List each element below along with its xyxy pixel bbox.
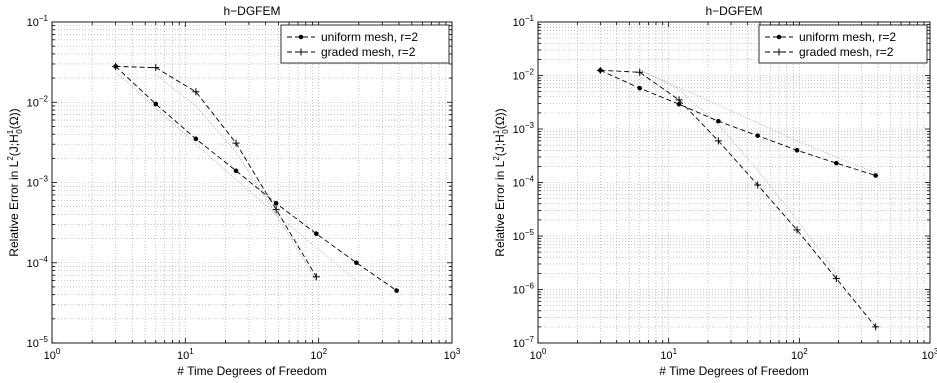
legend-box: [280, 24, 450, 64]
y-axis-label: Relative Error in L2(J;H10(Ω)): [6, 108, 24, 256]
tick-marks: [51, 22, 452, 344]
y-tick-label: 10−2: [27, 94, 49, 109]
data-point-dot: [637, 85, 642, 91]
data-point-dot: [233, 168, 239, 174]
x-tick-label: 102: [791, 347, 808, 362]
data-point-plus: [112, 62, 120, 70]
legend-box: [758, 24, 928, 64]
data-point-plus: [596, 66, 604, 74]
x-tick-label: 100: [44, 347, 61, 362]
data-point-plus: [793, 226, 801, 234]
data-point-dot: [676, 101, 682, 107]
x-tick-label: 103: [922, 347, 937, 362]
x-tick-label: 102: [310, 347, 327, 362]
y-tick-label: 10−6: [513, 282, 535, 297]
data-point-plus: [232, 139, 240, 147]
data-point-plus: [714, 137, 722, 145]
data-point-dot: [755, 133, 760, 138]
y-tick-label: 10−1: [27, 14, 49, 29]
data-point-plus: [192, 88, 200, 96]
data-point-dot: [716, 118, 721, 124]
series-graded: [596, 66, 880, 331]
data-point-plus: [872, 323, 880, 331]
y-tick-label: 10−4: [513, 175, 535, 190]
series-graded: [112, 62, 320, 281]
data-point-plus: [312, 273, 320, 281]
grid: [52, 22, 452, 343]
data-point-dot: [354, 260, 359, 266]
legend-marker-dot: [298, 34, 304, 40]
y-tick-label: 10−1: [513, 14, 535, 29]
x-tick-label: 101: [660, 347, 677, 362]
data-point-plus: [832, 275, 840, 283]
data-point-dot: [153, 101, 159, 107]
chart-title: h−DGFEM: [223, 4, 280, 18]
y-tick-label: 10−4: [27, 255, 49, 270]
grid: [538, 22, 930, 343]
legend-marker-plus: [775, 48, 783, 56]
series-line: [115, 65, 317, 277]
y-tick-label: 10−5: [513, 228, 535, 243]
chart-title: h−DGFEM: [705, 4, 762, 18]
data-point-dot: [394, 288, 399, 293]
data-point-dot: [193, 136, 199, 142]
y-tick-label: 10−7: [513, 335, 535, 350]
axes-frame: [51, 21, 453, 344]
series-line: [115, 66, 397, 291]
legend-label: graded mesh, r=2: [799, 45, 894, 59]
legend-label: uniform mesh, r=2: [799, 30, 896, 44]
data-point-dot: [794, 147, 800, 153]
x-axis-label: # Time Degrees of Freedom: [177, 364, 326, 378]
y-axis-label: Relative Error in L2(J;H10(Ω)): [492, 108, 510, 256]
series-line: [600, 69, 876, 176]
data-point-plus: [754, 181, 762, 189]
x-tick-label: 101: [177, 347, 194, 362]
reference-line: [639, 69, 876, 174]
series-line: [600, 69, 877, 328]
legend-label: graded mesh, r=2: [321, 45, 416, 59]
data-point-plus: [272, 206, 280, 214]
legend-marker-plus: [297, 48, 305, 56]
data-point-plus: [152, 64, 160, 72]
data-point-dot: [834, 160, 839, 166]
chart-panel-right: 100 101 102 103 10−7 10−6 10−5 10−4 10−3 10−2 10−1…: [492, 4, 937, 378]
x-tick-label: 103: [444, 347, 461, 362]
data-point-dot: [873, 173, 878, 178]
x-tick-label: 100: [530, 347, 547, 362]
chart-panel-left: 100 101 102 103 10−5 10−4 10−3 10−2 10−1 h−DGFEM #…: [6, 4, 461, 378]
y-tick-label: 10−2: [513, 68, 535, 83]
y-tick-label: 10−5: [27, 335, 49, 350]
data-point-plus: [675, 96, 683, 104]
legend-label: uniform mesh, r=2: [321, 30, 418, 44]
series-uniform: [598, 68, 878, 178]
y-tick-label: 10−3: [27, 175, 49, 190]
data-point-dot: [273, 201, 279, 206]
axes-frame: [537, 21, 931, 344]
legend-marker-dot: [776, 34, 782, 40]
x-axis-label: # Time Degrees of Freedom: [659, 364, 808, 378]
data-point-dot: [314, 231, 319, 237]
y-tick-label: 10−3: [513, 121, 535, 136]
data-point-plus: [636, 68, 644, 76]
